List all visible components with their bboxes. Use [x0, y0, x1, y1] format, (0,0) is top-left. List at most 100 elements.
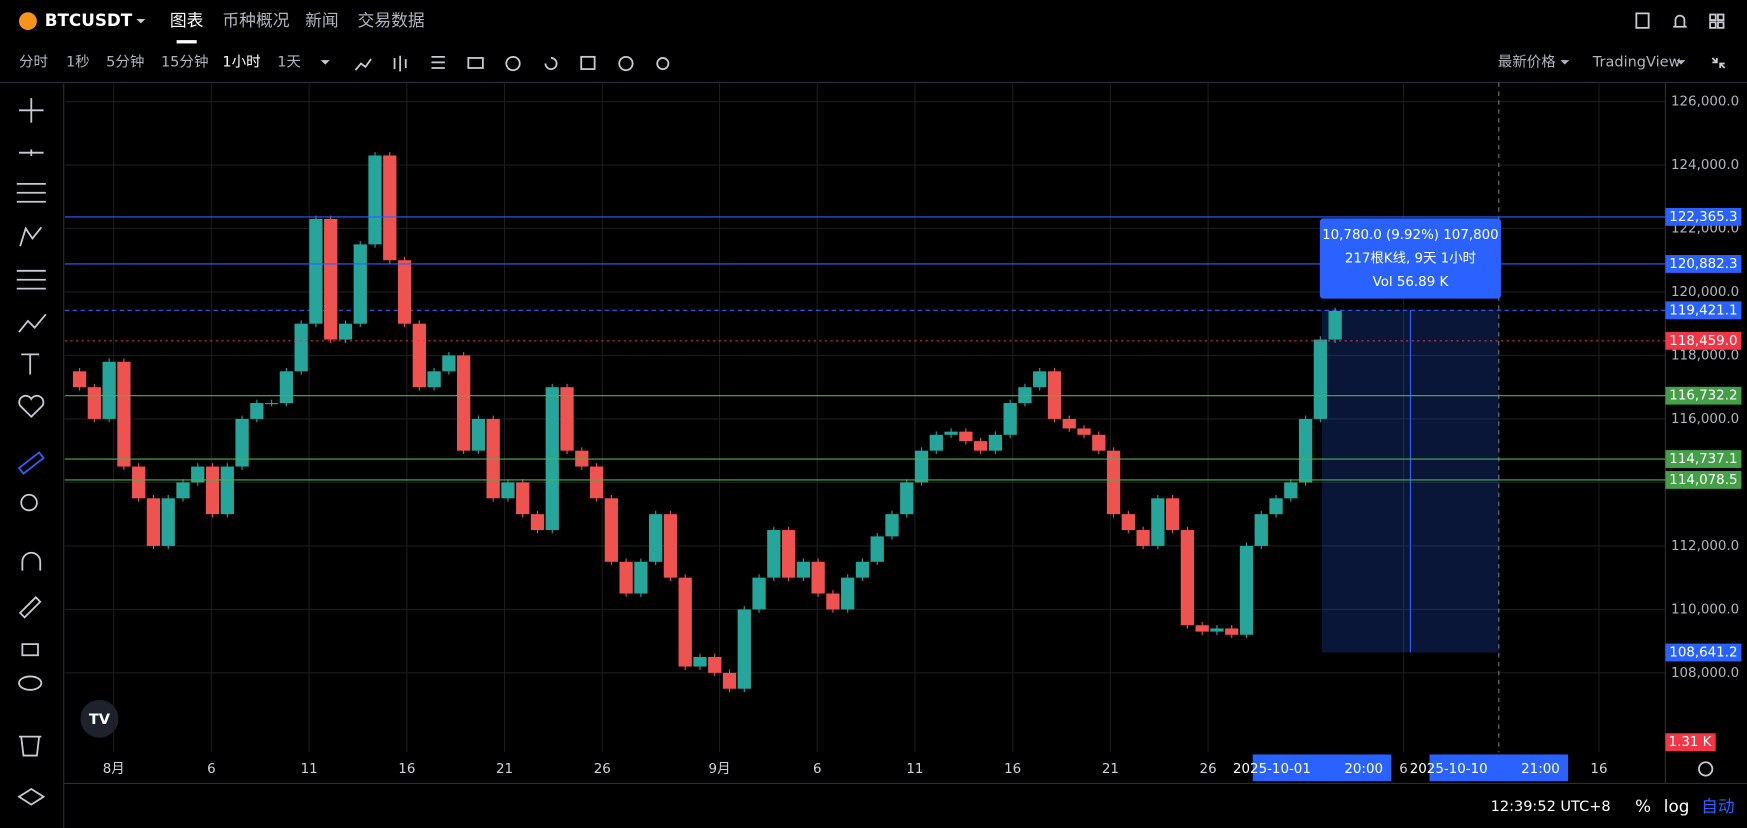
tab[interactable]: 图表	[170, 10, 204, 30]
y-tick-label: 126,000.0	[1671, 95, 1739, 110]
tool-icon[interactable]	[20, 493, 38, 512]
toolbar-icons	[354, 55, 1726, 72]
icon[interactable]	[1709, 13, 1725, 29]
candle-body	[235, 418, 249, 467]
candle-body	[634, 561, 648, 594]
log-button[interactable]: log	[1664, 796, 1690, 816]
tool-icon[interactable]	[19, 226, 43, 247]
candle-body	[604, 498, 618, 562]
icon[interactable]	[467, 57, 484, 69]
candle-body	[589, 466, 604, 499]
interval[interactable]: 分时	[19, 53, 48, 70]
candle-body	[944, 431, 958, 435]
price-label-bg	[1665, 207, 1742, 226]
candle-body	[560, 387, 574, 451]
icon[interactable]	[1673, 14, 1687, 28]
tool-icon[interactable]	[18, 394, 45, 419]
icon[interactable]	[393, 55, 407, 72]
interval[interactable]: 1小时	[222, 53, 260, 70]
price-label: 120,882.3	[1669, 257, 1737, 272]
interval[interactable]: 1秒	[66, 53, 90, 70]
candle-body	[442, 355, 456, 372]
date-label: 2025-10-01	[1233, 762, 1311, 777]
icon[interactable]	[1711, 57, 1726, 69]
candle-body	[368, 155, 382, 245]
interval-caret[interactable]	[320, 60, 330, 65]
candle-body	[1136, 530, 1150, 546]
candle-body	[146, 498, 161, 546]
interval[interactable]: 15分钟	[161, 53, 209, 70]
icon[interactable]	[544, 57, 558, 70]
tool-icon[interactable]	[19, 149, 44, 157]
tv-logo[interactable]	[80, 699, 119, 738]
tab[interactable]: 交易数据	[358, 10, 425, 30]
candle-body	[132, 466, 146, 499]
coin-icon[interactable]	[19, 12, 37, 31]
candle-body	[796, 561, 811, 578]
icon[interactable]	[431, 55, 445, 69]
x-tick-label: 6	[207, 762, 216, 777]
icon[interactable]	[1635, 12, 1650, 29]
price-label-bg	[1665, 386, 1742, 405]
candle-body	[471, 418, 486, 451]
candle-body	[191, 466, 205, 483]
candle-body	[264, 403, 279, 405]
candle-body	[811, 561, 825, 594]
symbol-caret[interactable]	[136, 18, 146, 24]
candle-body	[279, 371, 294, 404]
price-label: 114,737.1	[1669, 452, 1737, 467]
tool-icon[interactable]	[16, 182, 46, 203]
tool-icon[interactable]	[21, 353, 40, 375]
icon[interactable]	[580, 55, 596, 70]
price-label: 114,078.5	[1669, 473, 1737, 488]
candle-body	[397, 260, 412, 324]
candle-body	[220, 466, 234, 515]
x-tick-label: 26	[594, 762, 611, 777]
candle-body	[1328, 311, 1342, 340]
price-label-bg	[1665, 471, 1742, 489]
icon[interactable]	[505, 55, 521, 72]
interval[interactable]: 5分钟	[106, 53, 144, 70]
tool-icon[interactable]	[17, 787, 46, 806]
percent-button[interactable]: %	[1635, 796, 1651, 816]
candle-body	[338, 323, 353, 340]
tool-icon[interactable]	[17, 451, 45, 475]
candle-body	[161, 498, 175, 546]
candle-body	[1018, 387, 1032, 404]
tab[interactable]: 新闻	[305, 10, 339, 30]
tool-icon[interactable]	[19, 98, 44, 123]
tab[interactable]: 币种概况	[222, 10, 289, 30]
tool-icon[interactable]	[16, 269, 46, 290]
x-tick-label: 21	[1102, 762, 1119, 777]
icon[interactable]	[618, 55, 634, 72]
candle-body	[1121, 514, 1135, 531]
volume-label: 1.31 K	[1669, 735, 1713, 750]
tab-underline	[176, 40, 197, 44]
tool-icon[interactable]	[18, 675, 43, 691]
toolbar-dropdown[interactable]: TradingView	[1592, 54, 1681, 70]
auto-button[interactable]: 自动	[1701, 796, 1735, 816]
toolbar-dropdown[interactable]: 最新价格	[1498, 53, 1557, 70]
settings-icon[interactable]	[1698, 761, 1714, 777]
icon[interactable]	[354, 58, 372, 71]
candle-body	[752, 577, 766, 610]
candle-body	[1284, 482, 1298, 499]
candle-body	[693, 656, 707, 667]
dropdown-caret	[1676, 60, 1686, 65]
left-toolbar	[16, 98, 47, 806]
volume-label-bg	[1665, 733, 1716, 752]
tool-icon[interactable]	[19, 735, 42, 757]
price-label: 108,641.2	[1669, 646, 1737, 661]
interval[interactable]: 1天	[277, 54, 301, 70]
icon[interactable]	[656, 57, 670, 70]
candle-body	[649, 514, 663, 562]
symbol[interactable]: BTCUSDT	[45, 10, 133, 30]
tool-icon[interactable]	[21, 551, 42, 571]
tool-icon[interactable]	[18, 313, 47, 333]
x-tick-label: 21	[496, 762, 513, 777]
candle-body	[1092, 434, 1106, 451]
tool-icon[interactable]	[21, 643, 39, 657]
tool-icon[interactable]	[18, 596, 42, 619]
candle-body	[870, 536, 884, 562]
candle-body	[1077, 428, 1091, 435]
